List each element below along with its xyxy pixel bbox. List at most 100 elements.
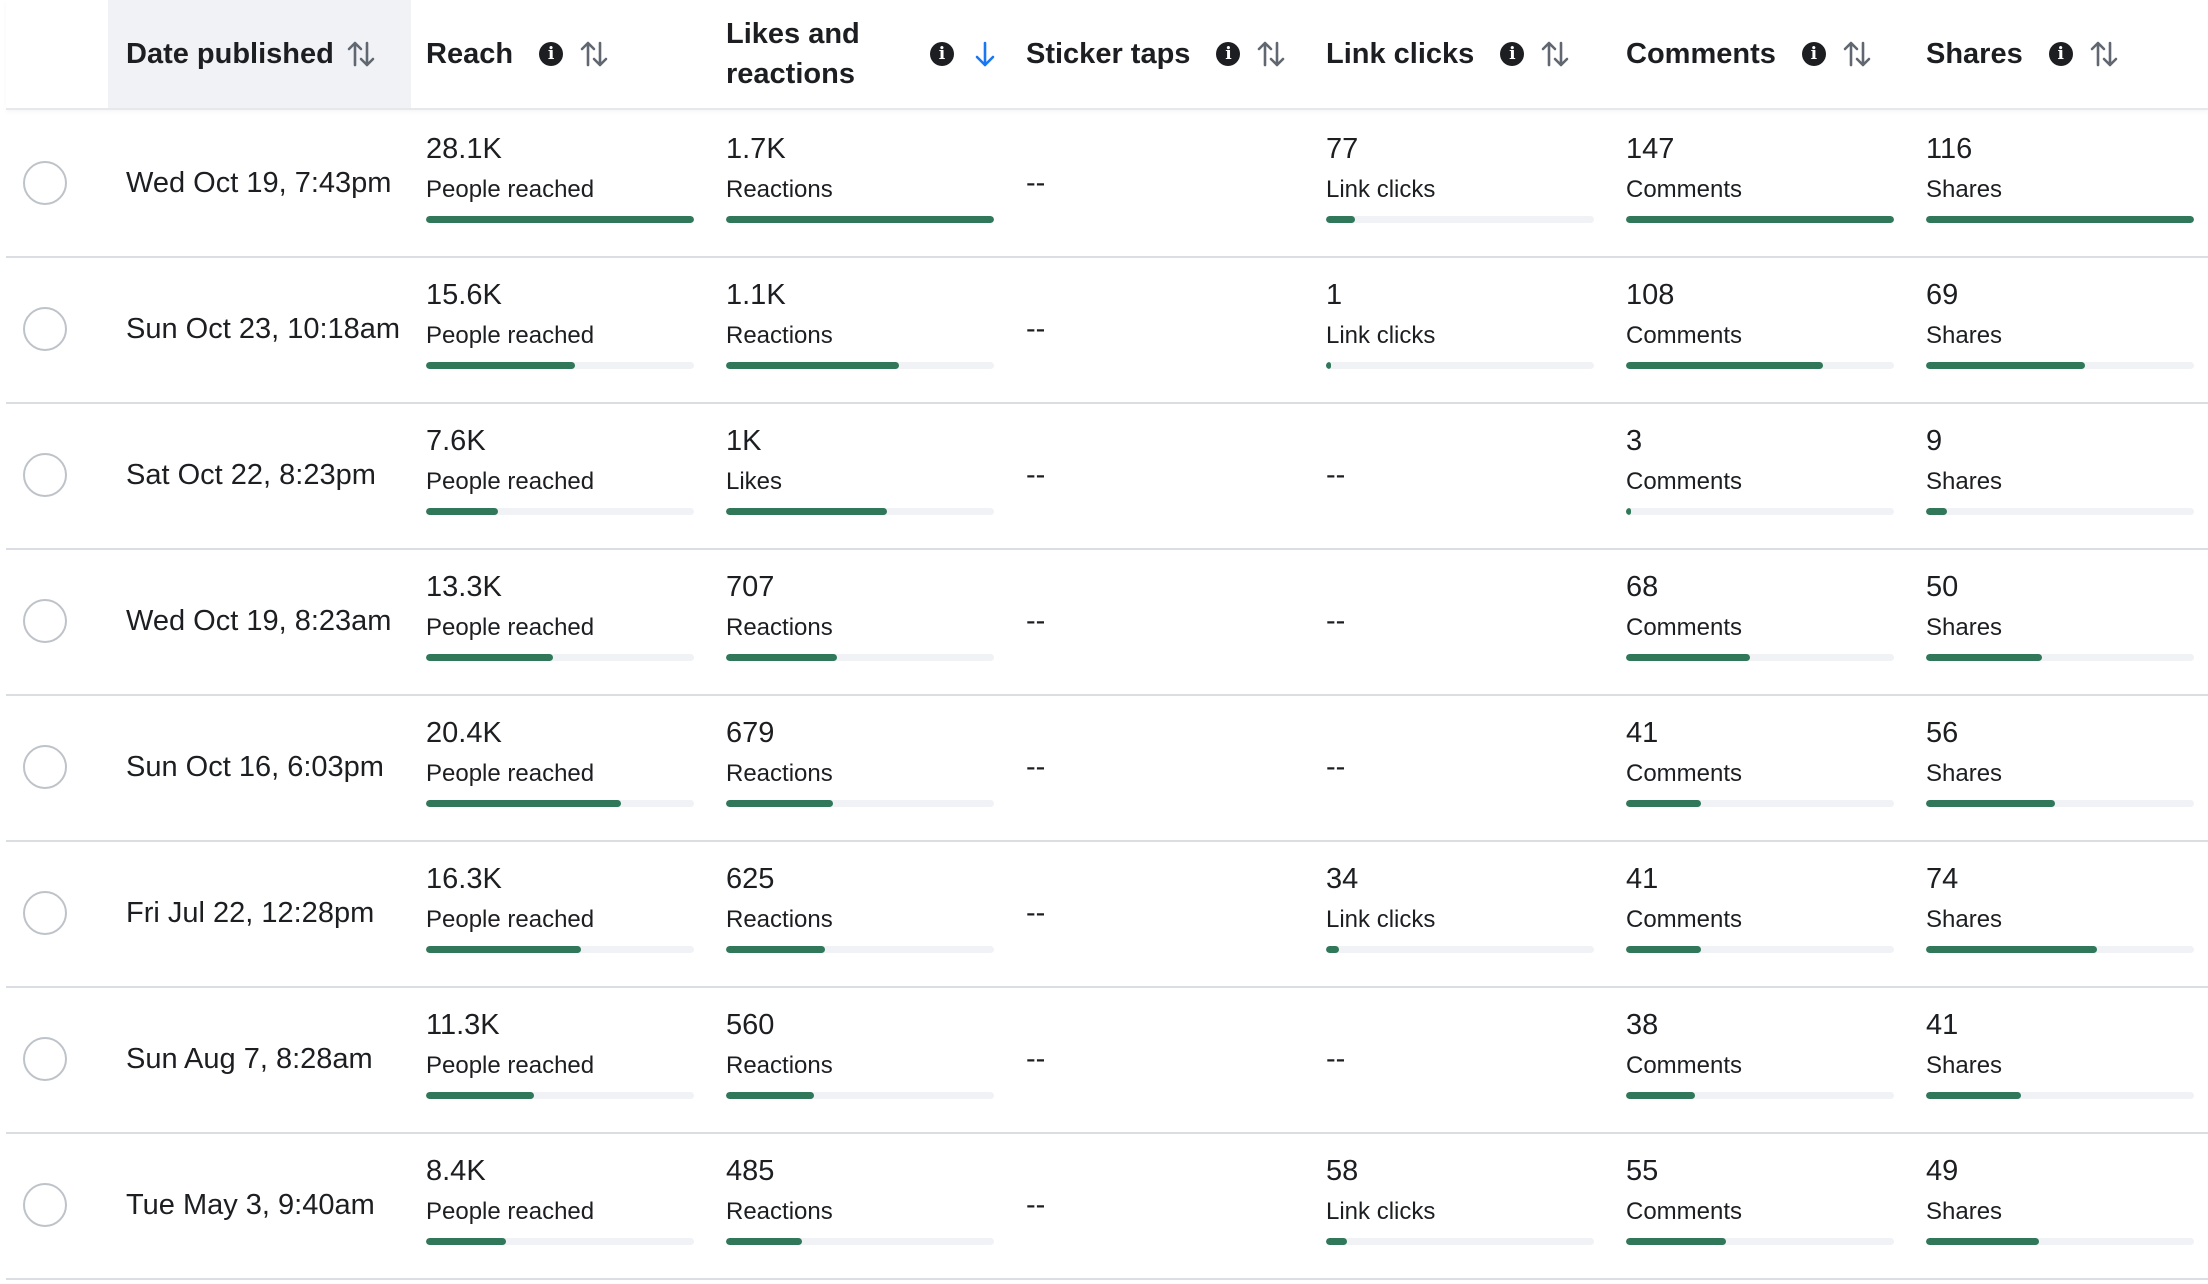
- shares-label: Shares: [1926, 1052, 2003, 1079]
- reach-bar-fill: [426, 1092, 534, 1099]
- sticker-empty: --: [1026, 897, 1046, 929]
- column-header-likes[interactable]: Likes and reactions i: [726, 0, 1026, 108]
- shares-bar-track: [1926, 800, 2194, 807]
- info-icon[interactable]: i: [930, 42, 954, 66]
- table-row: Sat Oct 22, 8:23pm 7.6K People reached 1K Li…: [6, 402, 2208, 550]
- column-header-links[interactable]: Link clicks i: [1326, 0, 1626, 108]
- row-select-radio[interactable]: [23, 891, 67, 935]
- links-bar-track: [1326, 216, 1594, 223]
- sort-icon[interactable]: [1840, 37, 1874, 71]
- comments-metric: 68 Comments: [1626, 569, 1894, 669]
- row-select-radio[interactable]: [23, 161, 67, 205]
- comments-metric: 55 Comments: [1626, 1153, 1894, 1253]
- sort-icon[interactable]: [1254, 37, 1288, 71]
- sort-icon[interactable]: [577, 37, 611, 71]
- reach-label: People reached: [426, 176, 595, 203]
- comments-value: 147: [1626, 133, 1675, 165]
- column-header-label: Reach: [426, 38, 514, 70]
- likes-metric: 1K Likes: [726, 423, 994, 523]
- likes-value: 625: [726, 863, 775, 895]
- shares-bar-track: [1926, 946, 2194, 953]
- row-select-radio[interactable]: [23, 453, 67, 497]
- column-header-label: Date published: [126, 38, 334, 70]
- reach-bar-track: [426, 362, 694, 369]
- reach-bar-track: [426, 946, 694, 953]
- shares-label: Shares: [1926, 322, 2003, 349]
- insights-table: Date published Reach i Likes and reactions i…: [6, 0, 2208, 1280]
- links-empty: --: [1326, 751, 1346, 783]
- shares-metric: 49 Shares: [1926, 1153, 2194, 1253]
- column-header-date[interactable]: Date published: [108, 0, 411, 108]
- column-header-label: Comments: [1626, 38, 1776, 70]
- row-select-radio[interactable]: [23, 1183, 67, 1227]
- table-row: Sun Oct 23, 10:18am 15.6K People reached 1.…: [6, 256, 2208, 404]
- links-empty: --: [1326, 1043, 1346, 1075]
- links-value: 58: [1326, 1155, 1359, 1187]
- links-label: Link clicks: [1326, 1198, 1436, 1225]
- comments-bar-fill: [1626, 800, 1701, 807]
- sort-icon[interactable]: [1538, 37, 1572, 71]
- likes-bar-track: [726, 654, 994, 661]
- info-icon[interactable]: i: [1216, 42, 1241, 66]
- comments-label: Comments: [1626, 906, 1743, 933]
- sticker-empty: --: [1026, 751, 1046, 783]
- links-metric: 1 Link clicks: [1326, 277, 1594, 377]
- comments-value: 3: [1626, 425, 1643, 457]
- shares-value: 41: [1926, 1009, 1959, 1041]
- links-bar-fill: [1326, 216, 1355, 223]
- column-header-reach[interactable]: Reach i: [426, 0, 726, 108]
- shares-value: 50: [1926, 571, 1959, 603]
- column-header-sticker[interactable]: Sticker taps i: [1026, 0, 1326, 108]
- info-icon[interactable]: i: [1801, 42, 1826, 66]
- shares-bar-track: [1926, 216, 2194, 223]
- info-icon[interactable]: i: [1500, 42, 1525, 66]
- reach-label: People reached: [426, 760, 595, 787]
- likes-bar-track: [726, 946, 994, 953]
- column-header-comments[interactable]: Comments i: [1626, 0, 1926, 108]
- date-published: Sun Oct 23, 10:18am: [126, 313, 401, 345]
- reach-value: 8.4K: [426, 1155, 486, 1187]
- info-icon[interactable]: i: [539, 42, 564, 66]
- column-header-shares[interactable]: Shares i: [1926, 0, 2208, 108]
- row-select-radio[interactable]: [23, 745, 67, 789]
- likes-metric: 625 Reactions: [726, 861, 994, 961]
- links-value: 1: [1326, 279, 1343, 311]
- info-icon[interactable]: i: [2048, 42, 2073, 66]
- date-published: Sun Aug 7, 8:28am: [126, 1043, 373, 1075]
- shares-bar-fill: [1926, 800, 2055, 807]
- sticker-empty: --: [1026, 313, 1046, 345]
- row-select-radio[interactable]: [23, 599, 67, 643]
- sort-desc-active-icon[interactable]: [968, 37, 1002, 71]
- reach-metric: 16.3K People reached: [426, 861, 694, 961]
- shares-label: Shares: [1926, 906, 2003, 933]
- sticker-empty: --: [1026, 1189, 1046, 1221]
- links-bar-track: [1326, 946, 1594, 953]
- likes-bar-fill: [726, 216, 994, 223]
- likes-label: Reactions: [726, 760, 833, 787]
- shares-metric: 56 Shares: [1926, 715, 2194, 815]
- comments-bar-fill: [1626, 1238, 1726, 1245]
- comments-metric: 147 Comments: [1626, 131, 1894, 231]
- sort-icon[interactable]: [344, 37, 378, 71]
- reach-bar-track: [426, 800, 694, 807]
- sticker-empty: --: [1026, 1043, 1046, 1075]
- shares-bar-track: [1926, 508, 2194, 515]
- row-select-radio[interactable]: [23, 307, 67, 351]
- reach-bar-fill: [426, 362, 575, 369]
- comments-metric: 108 Comments: [1626, 277, 1894, 377]
- comments-label: Comments: [1626, 468, 1743, 495]
- likes-bar-track: [726, 800, 994, 807]
- shares-bar-fill: [1926, 216, 2194, 223]
- likes-label: Reactions: [726, 906, 833, 933]
- reach-metric: 13.3K People reached: [426, 569, 694, 669]
- sort-icon[interactable]: [2087, 37, 2121, 71]
- likes-bar-track: [726, 508, 994, 515]
- row-select-radio[interactable]: [23, 1037, 67, 1081]
- likes-value: 679: [726, 717, 775, 749]
- shares-value: 49: [1926, 1155, 1959, 1187]
- reach-bar-track: [426, 654, 694, 661]
- likes-value: 1.1K: [726, 279, 786, 311]
- likes-metric: 1.7K Reactions: [726, 131, 994, 231]
- links-value: 34: [1326, 863, 1359, 895]
- reach-value: 13.3K: [426, 571, 502, 603]
